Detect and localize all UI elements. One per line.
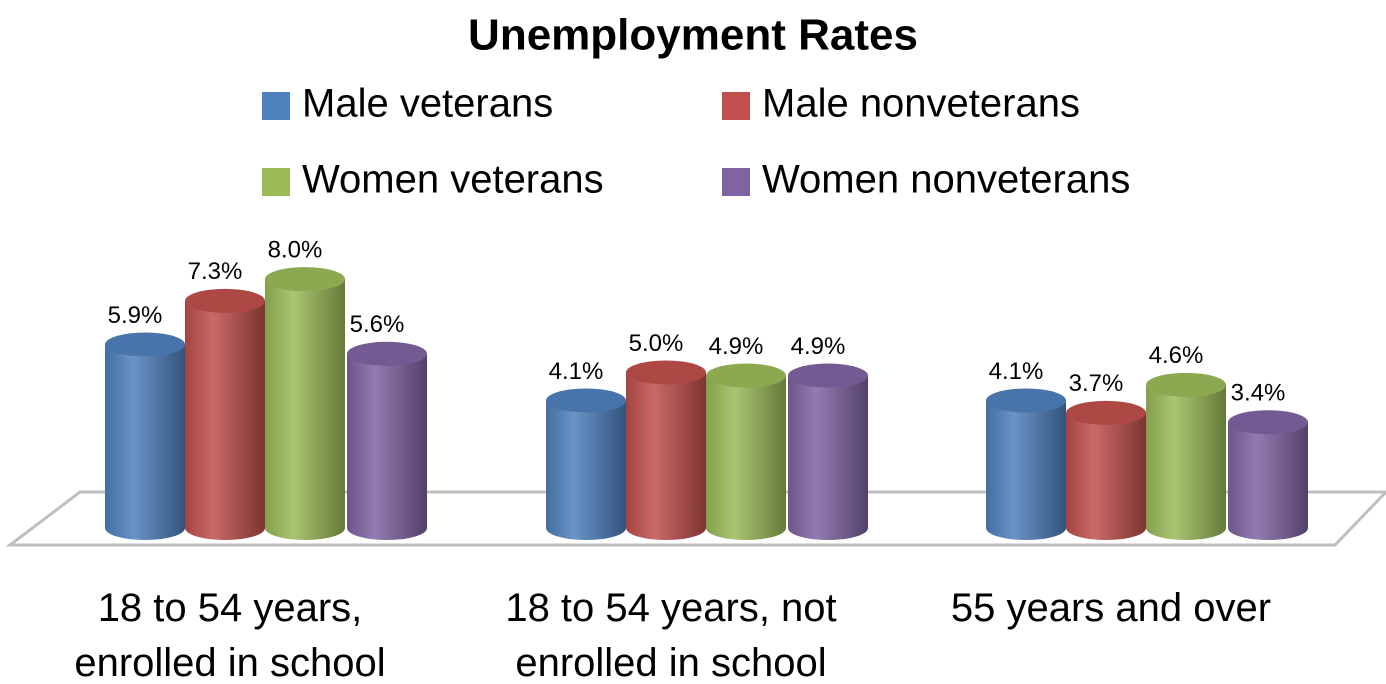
legend-swatch <box>722 168 750 196</box>
bar-top <box>1228 410 1308 435</box>
x-tick-label: 18 to 54 years, not enrolled in school <box>505 586 836 684</box>
bar-top <box>185 288 265 313</box>
legend-swatch <box>262 92 290 120</box>
cylinder <box>706 363 786 540</box>
bar-top <box>347 341 427 366</box>
cylinder <box>546 388 626 540</box>
bar <box>626 372 706 540</box>
category-line: enrolled in school <box>515 641 826 684</box>
value-label: 4.1% <box>549 358 604 385</box>
legend-label: Male veterans <box>302 82 553 126</box>
bar-top <box>265 267 345 292</box>
value-label: 4.1% <box>989 358 1044 385</box>
bar <box>986 400 1066 540</box>
bar-top <box>546 388 626 413</box>
legend-label: Male nonveterans <box>762 82 1080 126</box>
value-label: 3.7% <box>1069 370 1124 397</box>
legend-label: Women veterans <box>302 158 604 202</box>
cylinder <box>788 363 868 540</box>
bar-top <box>706 363 786 388</box>
legend-swatch <box>262 168 290 196</box>
bar <box>788 375 868 540</box>
category-line: enrolled in school <box>74 641 385 684</box>
legend-swatch <box>722 92 750 120</box>
cylinder <box>626 360 706 540</box>
cylinder <box>1146 372 1226 540</box>
bar-top <box>986 388 1066 413</box>
cylinder <box>185 288 265 540</box>
value-label: 5.0% <box>629 330 684 357</box>
value-label: 3.4% <box>1231 380 1286 407</box>
value-label: 4.9% <box>791 333 846 360</box>
bar-top <box>788 363 868 388</box>
category-line: 18 to 54 years, <box>98 586 363 630</box>
legend-label: Women nonveterans <box>762 158 1130 202</box>
category-line: 55 years and over <box>951 586 1271 630</box>
cylinder <box>105 332 185 540</box>
x-tick-label: 55 years and over <box>951 586 1271 630</box>
bar <box>1066 412 1146 540</box>
bar-top <box>1146 372 1226 397</box>
bar <box>105 344 185 540</box>
bar-top <box>1066 400 1146 425</box>
bar-top <box>105 332 185 357</box>
cylinder <box>1228 410 1308 540</box>
bar <box>347 353 427 540</box>
bar <box>265 279 345 540</box>
cylinder <box>1066 400 1146 540</box>
value-label: 4.9% <box>709 333 764 360</box>
bar <box>185 300 265 540</box>
cylinder <box>265 267 345 540</box>
value-label: 8.0% <box>268 236 323 263</box>
x-tick-label: 18 to 54 years, enrolled in school <box>74 586 385 684</box>
category-line: 18 to 54 years, not <box>505 586 836 630</box>
value-label: 4.6% <box>1149 342 1204 369</box>
bar-top <box>626 360 706 385</box>
value-label: 5.9% <box>108 302 163 329</box>
cylinder <box>347 341 427 540</box>
bar <box>1228 422 1308 540</box>
bar <box>706 375 786 540</box>
bar <box>546 400 626 540</box>
bar <box>1146 384 1226 540</box>
cylinder <box>986 388 1066 540</box>
value-label: 5.6% <box>350 311 405 338</box>
chart-title: Unemployment Rates <box>468 11 918 60</box>
value-label: 7.3% <box>188 258 243 285</box>
